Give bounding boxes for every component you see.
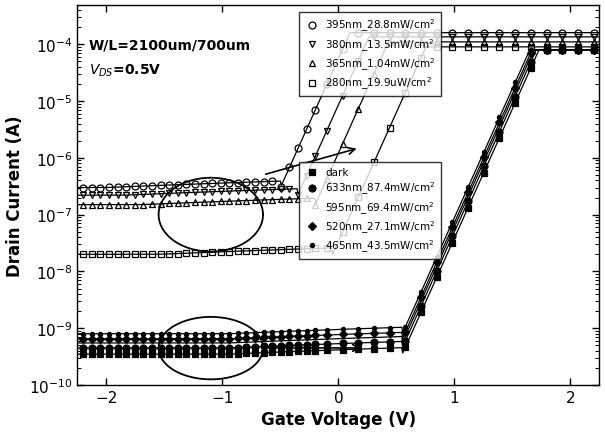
Text: $V_{DS}$=0.5V: $V_{DS}$=0.5V <box>89 62 162 79</box>
X-axis label: Gate Voltage (V): Gate Voltage (V) <box>261 411 416 428</box>
Y-axis label: Drain Current (A): Drain Current (A) <box>5 115 24 276</box>
Legend: dark, 633nm_87.4mW/cm$^2$, 595nm_69.4mW/cm$^2$, 520nm_27.1mW/cm$^2$, 465nm_43.5m: dark, 633nm_87.4mW/cm$^2$, 595nm_69.4mW/… <box>299 163 441 260</box>
Text: W/L=2100um/700um: W/L=2100um/700um <box>89 39 251 53</box>
